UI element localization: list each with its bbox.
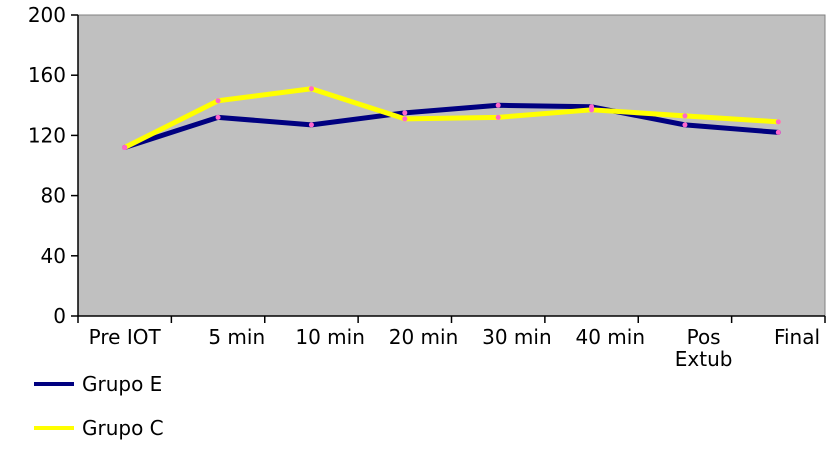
data-point-grupo-c xyxy=(775,119,781,125)
x-tick-label: 30 min xyxy=(482,325,552,349)
legend-label-grupo-c: Grupo C xyxy=(82,416,164,440)
plot-background xyxy=(77,14,826,317)
x-axis: Pre IOT 5 min 10 min 20 min 30 min 40 min PosE… xyxy=(77,315,826,371)
y-tick-label: 40 xyxy=(41,244,66,268)
data-point-grupo-c xyxy=(495,114,501,120)
x-tick-label: Pos xyxy=(687,325,721,349)
data-point-grupo-c xyxy=(122,144,128,150)
series-line-grupo-c xyxy=(122,86,781,150)
x-tick-label: Pre IOT xyxy=(89,325,162,349)
x-tick-label: 40 min xyxy=(575,325,645,349)
data-point-grupo-e xyxy=(775,129,781,135)
x-tick-label: Extub xyxy=(675,347,733,371)
data-point-grupo-e xyxy=(308,122,314,128)
x-tick-label: Final xyxy=(774,325,820,349)
y-tick-label: 160 xyxy=(28,63,66,87)
y-tick-label: 80 xyxy=(41,184,66,208)
data-point-grupo-e xyxy=(682,122,688,128)
x-tick-label: 10 min xyxy=(295,325,365,349)
series-line-grupo-e xyxy=(122,102,781,150)
data-point-grupo-e xyxy=(402,110,408,116)
y-tick-label: 0 xyxy=(53,304,66,328)
legend-swatch-grupo-e xyxy=(34,382,74,386)
x-tick-label: 20 min xyxy=(389,325,459,349)
legend-item-grupo-e: Grupo E xyxy=(34,362,164,406)
y-tick-label: 120 xyxy=(28,123,66,147)
series-layer xyxy=(122,86,781,150)
y-axis: 0 40 80 120 160 200 xyxy=(28,3,79,328)
data-point-grupo-c xyxy=(215,98,221,104)
data-point-grupo-c xyxy=(402,116,408,122)
data-point-grupo-c xyxy=(308,86,314,92)
legend: Grupo E Grupo C xyxy=(34,362,164,450)
x-tick-label: 5 min xyxy=(208,325,265,349)
data-point-grupo-c xyxy=(589,107,595,113)
legend-label-grupo-e: Grupo E xyxy=(82,372,163,396)
legend-item-grupo-c: Grupo C xyxy=(34,406,164,450)
data-point-grupo-e xyxy=(495,102,501,108)
plot-area xyxy=(77,14,826,317)
y-tick-label: 200 xyxy=(28,3,66,27)
data-point-grupo-c xyxy=(682,113,688,119)
data-point-grupo-e xyxy=(215,114,221,120)
legend-swatch-grupo-c xyxy=(34,426,74,430)
